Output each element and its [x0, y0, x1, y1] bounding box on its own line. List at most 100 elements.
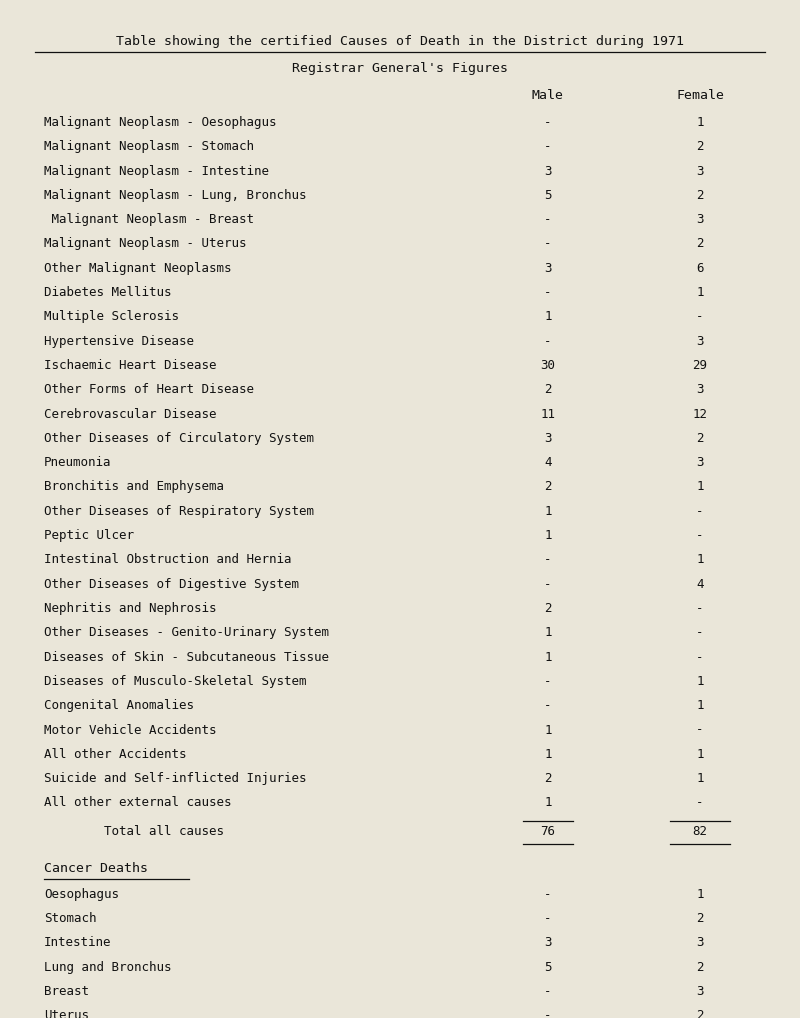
- Text: 1: 1: [696, 480, 704, 494]
- Text: Other Malignant Neoplasms: Other Malignant Neoplasms: [44, 262, 231, 275]
- Text: 2: 2: [696, 189, 704, 202]
- Text: 3: 3: [544, 432, 552, 445]
- Text: 1: 1: [544, 651, 552, 664]
- Text: Nephritis and Nephrosis: Nephritis and Nephrosis: [44, 602, 217, 615]
- Text: -: -: [696, 651, 704, 664]
- Text: 3: 3: [696, 165, 704, 177]
- Text: Malignant Neoplasm - Lung, Bronchus: Malignant Neoplasm - Lung, Bronchus: [44, 189, 306, 202]
- Text: 2: 2: [696, 1009, 704, 1018]
- Text: -: -: [696, 626, 704, 639]
- Text: 1: 1: [544, 724, 552, 736]
- Text: All other Accidents: All other Accidents: [44, 748, 186, 760]
- Text: 3: 3: [696, 213, 704, 226]
- Text: Other Forms of Heart Disease: Other Forms of Heart Disease: [44, 384, 254, 396]
- Text: Pneumonia: Pneumonia: [44, 456, 111, 469]
- Text: 1: 1: [696, 554, 704, 566]
- Text: 2: 2: [544, 480, 552, 494]
- Text: -: -: [544, 140, 552, 154]
- Text: 6: 6: [696, 262, 704, 275]
- Text: 1: 1: [544, 748, 552, 760]
- Text: Bronchitis and Emphysema: Bronchitis and Emphysema: [44, 480, 224, 494]
- Text: 1: 1: [696, 888, 704, 901]
- Text: Intestinal Obstruction and Hernia: Intestinal Obstruction and Hernia: [44, 554, 291, 566]
- Text: -: -: [696, 529, 704, 543]
- Text: Peptic Ulcer: Peptic Ulcer: [44, 529, 134, 543]
- Text: 11: 11: [541, 407, 555, 420]
- Text: 1: 1: [696, 116, 704, 129]
- Text: Breast: Breast: [44, 984, 89, 998]
- Text: Malignant Neoplasm - Uterus: Malignant Neoplasm - Uterus: [44, 237, 246, 250]
- Text: Hypertensive Disease: Hypertensive Disease: [44, 335, 194, 348]
- Text: 2: 2: [696, 961, 704, 973]
- Text: -: -: [696, 724, 704, 736]
- Text: 29: 29: [693, 359, 707, 372]
- Text: Malignant Neoplasm - Intestine: Malignant Neoplasm - Intestine: [44, 165, 269, 177]
- Text: 5: 5: [544, 961, 552, 973]
- Text: -: -: [544, 912, 552, 925]
- Text: -: -: [696, 602, 704, 615]
- Text: -: -: [544, 577, 552, 590]
- Text: 4: 4: [544, 456, 552, 469]
- Text: Other Diseases of Circulatory System: Other Diseases of Circulatory System: [44, 432, 314, 445]
- Text: 1: 1: [696, 675, 704, 688]
- Text: 3: 3: [544, 937, 552, 950]
- Text: 3: 3: [696, 456, 704, 469]
- Text: 2: 2: [696, 912, 704, 925]
- Text: 3: 3: [696, 984, 704, 998]
- Text: Cerebrovascular Disease: Cerebrovascular Disease: [44, 407, 217, 420]
- Text: Other Diseases - Genito-Urinary System: Other Diseases - Genito-Urinary System: [44, 626, 329, 639]
- Text: -: -: [544, 335, 552, 348]
- Text: 1: 1: [696, 772, 704, 785]
- Text: Registrar General's Figures: Registrar General's Figures: [292, 62, 508, 75]
- Text: 12: 12: [693, 407, 707, 420]
- Text: -: -: [544, 116, 552, 129]
- Text: Male: Male: [532, 89, 564, 102]
- Text: 3: 3: [544, 165, 552, 177]
- Text: -: -: [696, 310, 704, 324]
- Text: 2: 2: [696, 432, 704, 445]
- Text: Multiple Sclerosis: Multiple Sclerosis: [44, 310, 179, 324]
- Text: -: -: [544, 554, 552, 566]
- Text: 4: 4: [696, 577, 704, 590]
- Text: Ischaemic Heart Disease: Ischaemic Heart Disease: [44, 359, 217, 372]
- Text: Diabetes Mellitus: Diabetes Mellitus: [44, 286, 171, 299]
- Text: 2: 2: [544, 772, 552, 785]
- Text: Congenital Anomalies: Congenital Anomalies: [44, 699, 194, 713]
- Text: -: -: [696, 796, 704, 809]
- Text: 5: 5: [544, 189, 552, 202]
- Text: -: -: [544, 888, 552, 901]
- Text: Oesophagus: Oesophagus: [44, 888, 119, 901]
- Text: -: -: [544, 675, 552, 688]
- Text: Stomach: Stomach: [44, 912, 97, 925]
- Text: 82: 82: [693, 825, 707, 838]
- Text: 1: 1: [544, 529, 552, 543]
- Text: Diseases of Skin - Subcutaneous Tissue: Diseases of Skin - Subcutaneous Tissue: [44, 651, 329, 664]
- Text: 3: 3: [696, 937, 704, 950]
- Text: -: -: [544, 1009, 552, 1018]
- Text: Intestine: Intestine: [44, 937, 111, 950]
- Text: Motor Vehicle Accidents: Motor Vehicle Accidents: [44, 724, 217, 736]
- Text: Female: Female: [676, 89, 724, 102]
- Text: -: -: [544, 286, 552, 299]
- Text: -: -: [544, 984, 552, 998]
- Text: 1: 1: [544, 626, 552, 639]
- Text: Malignant Neoplasm - Oesophagus: Malignant Neoplasm - Oesophagus: [44, 116, 277, 129]
- Text: Other Diseases of Digestive System: Other Diseases of Digestive System: [44, 577, 299, 590]
- Text: Malignant Neoplasm - Stomach: Malignant Neoplasm - Stomach: [44, 140, 254, 154]
- Text: Uterus: Uterus: [44, 1009, 89, 1018]
- Text: Cancer Deaths: Cancer Deaths: [44, 861, 148, 874]
- Text: 30: 30: [541, 359, 555, 372]
- Text: -: -: [696, 505, 704, 518]
- Text: 3: 3: [696, 335, 704, 348]
- Text: 2: 2: [544, 384, 552, 396]
- Text: 76: 76: [541, 825, 555, 838]
- Text: 1: 1: [544, 310, 552, 324]
- Text: All other external causes: All other external causes: [44, 796, 231, 809]
- Text: -: -: [544, 237, 552, 250]
- Text: 1: 1: [696, 748, 704, 760]
- Text: 2: 2: [696, 140, 704, 154]
- Text: Table showing the certified Causes of Death in the District during 1971: Table showing the certified Causes of De…: [116, 35, 684, 48]
- Text: Suicide and Self-inflicted Injuries: Suicide and Self-inflicted Injuries: [44, 772, 306, 785]
- Text: 1: 1: [544, 505, 552, 518]
- Text: 1: 1: [696, 286, 704, 299]
